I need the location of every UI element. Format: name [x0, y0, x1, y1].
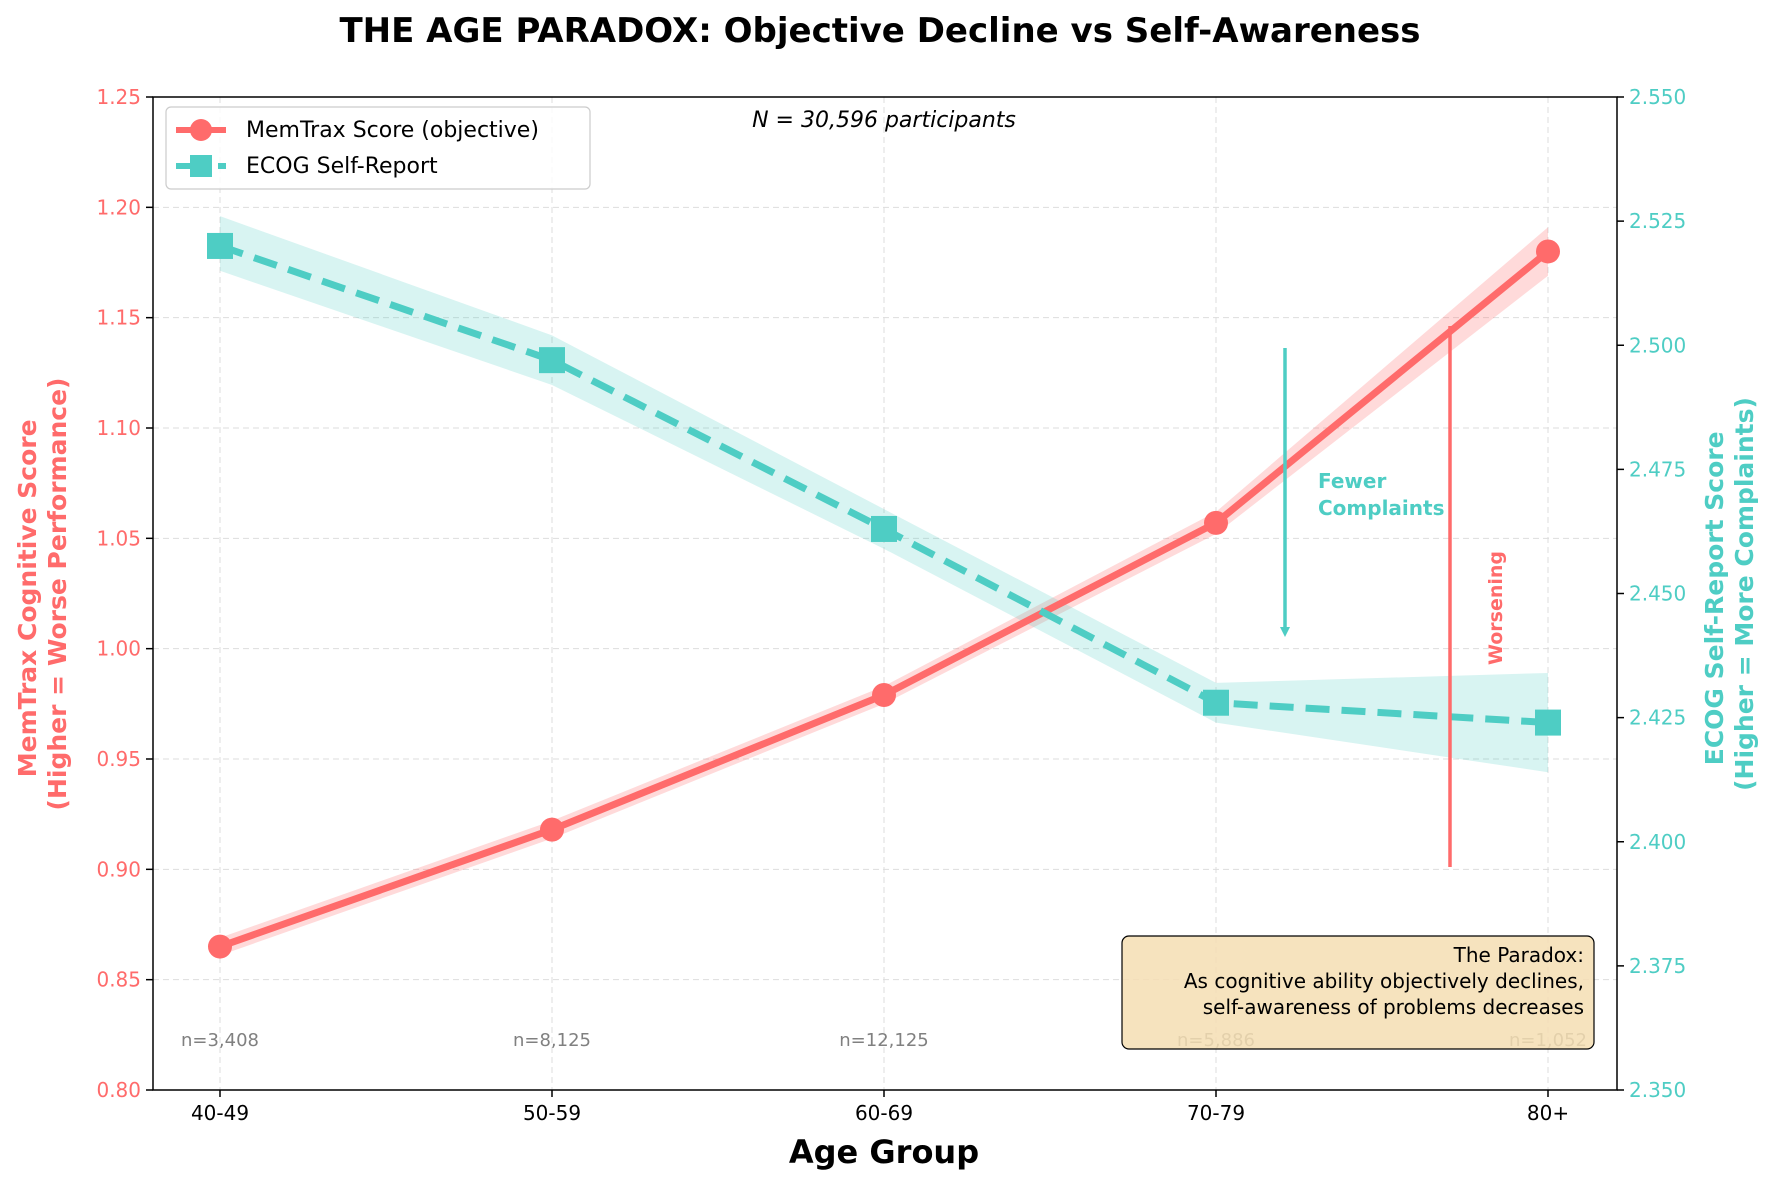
x-tick-label-4: 80+ — [1527, 1101, 1569, 1125]
right-tick-label-7: 2.525 — [1629, 209, 1686, 233]
left-tick-label-0: 0.80 — [96, 1078, 141, 1102]
ecog-point-0 — [207, 232, 233, 259]
ecog-point-1 — [539, 347, 565, 374]
right-tick-label-5: 2.475 — [1629, 457, 1686, 481]
ecog-point-2 — [871, 515, 897, 542]
right-tick-label-4: 2.450 — [1629, 582, 1686, 606]
fewer-complaints-label-line2: Complaints — [1318, 496, 1444, 520]
left-tick-label-8: 1.20 — [96, 195, 141, 219]
memtrax-point-4 — [1536, 239, 1560, 264]
right-tick-label-0: 2.350 — [1629, 1078, 1686, 1102]
x-tick-label-1: 50-59 — [523, 1101, 581, 1125]
right-tick-label-6: 2.500 — [1629, 333, 1686, 357]
right-tick-label-1: 2.375 — [1629, 954, 1686, 978]
paradox-line1: The Paradox: — [1453, 943, 1584, 967]
ecog-point-3 — [1203, 689, 1229, 716]
legend-ecog-marker — [190, 155, 212, 177]
series-markers — [207, 232, 1561, 959]
left-tick-label-9: 1.25 — [96, 85, 141, 109]
left-tick-label-1: 0.85 — [96, 968, 141, 992]
right-axis-label-line2: (Higher = More Complaints) — [1730, 397, 1759, 791]
total-n-annotation: N = 30,596 participants — [752, 108, 1016, 133]
sample-size-label-1: n=8,125 — [513, 1030, 591, 1051]
right-axis-ticks: 2.350 2.375 2.400 2.425 2.450 2.475 2.500 2.525… — [1617, 85, 1686, 1102]
legend-memtrax-label: MemTrax Score (objective) — [246, 118, 539, 143]
fewer-complaints-label-line1: Fewer — [1318, 469, 1386, 493]
x-axis-label: Age Group — [789, 1133, 979, 1171]
right-tick-label-3: 2.425 — [1629, 706, 1686, 730]
legend-ecog-label: ECOG Self-Report — [246, 154, 438, 179]
left-tick-label-7: 1.15 — [96, 306, 141, 330]
paradox-box: The Paradox: As cognitive ability object… — [1121, 935, 1595, 1050]
x-tick-label-3: 70-79 — [1187, 1101, 1245, 1125]
memtrax-point-2 — [872, 683, 896, 708]
right-tick-label-8: 2.550 — [1629, 85, 1686, 109]
left-tick-label-4: 1.00 — [96, 637, 141, 661]
ecog-point-4 — [1535, 709, 1561, 736]
memtrax-point-3 — [1204, 510, 1228, 535]
chart-title: THE AGE PARADOX: Objective Decline vs Se… — [339, 11, 1420, 51]
paradox-box-bg — [1121, 935, 1595, 1050]
right-axis-label: ECOG Self-Report Score (Higher = More Co… — [1700, 397, 1759, 791]
right-axis-label-line1: ECOG Self-Report Score — [1700, 431, 1729, 765]
worsening-label: Worsening — [1485, 551, 1507, 665]
left-axis-label-line2: (Higher = Worse Performance) — [43, 378, 72, 811]
left-axis-ticks: 0.80 0.85 0.90 0.95 1.00 1.05 1.10 1.15 1.20 1.25 — [96, 85, 153, 1102]
left-tick-label-2: 0.90 — [96, 857, 141, 881]
right-tick-label-2: 2.400 — [1629, 830, 1686, 854]
x-axis-ticks: 40-49 50-59 60-69 70-79 80+ — [191, 1090, 1569, 1125]
sample-size-label-2: n=12,125 — [839, 1030, 928, 1051]
left-tick-label-3: 0.95 — [96, 747, 141, 771]
left-tick-label-6: 1.10 — [96, 416, 141, 440]
paradox-line3: self-awareness of problems decreases — [1203, 995, 1584, 1019]
left-tick-label-5: 1.05 — [96, 526, 141, 550]
sample-size-label-0: n=3,408 — [181, 1030, 259, 1051]
left-axis-label: MemTrax Cognitive Score (Higher = Worse … — [13, 378, 72, 811]
x-tick-label-0: 40-49 — [191, 1101, 249, 1125]
legend-box — [165, 106, 591, 190]
left-axis-label-line1: MemTrax Cognitive Score — [13, 419, 42, 777]
memtrax-point-0 — [208, 934, 232, 959]
memtrax-point-1 — [540, 817, 564, 842]
legend: MemTrax Score (objective) ECOG Self-Repo… — [165, 106, 591, 190]
x-tick-label-2: 60-69 — [855, 1101, 913, 1125]
paradox-line2: As cognitive ability objectively decline… — [1184, 969, 1584, 993]
legend-memtrax-marker — [190, 119, 212, 141]
